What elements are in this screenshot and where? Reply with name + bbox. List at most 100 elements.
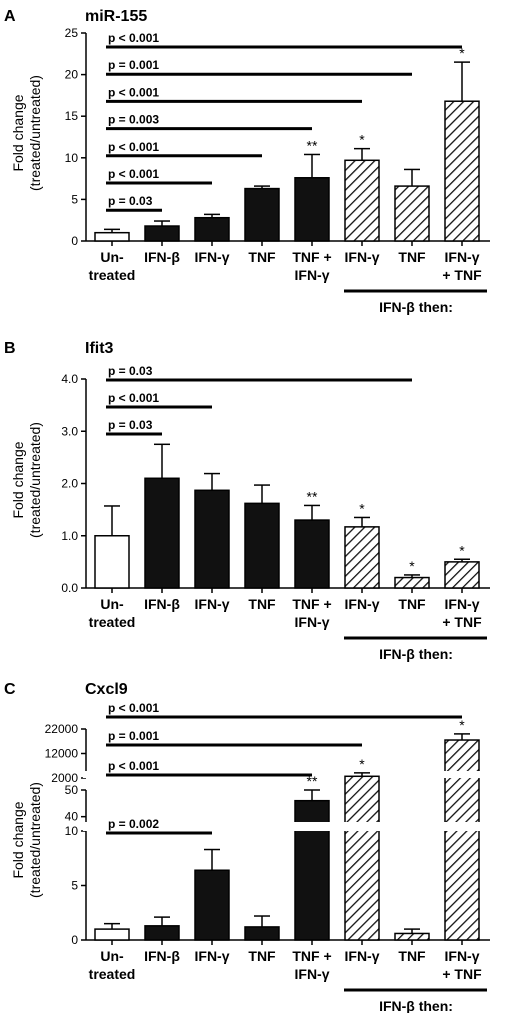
- svg-text:(treated/untreated): (treated/untreated): [27, 75, 43, 191]
- axis-break-gap: [444, 771, 480, 778]
- axis-break-gap: [83, 822, 89, 831]
- x-tick-label: IFN-γ: [445, 948, 480, 964]
- x-tick-label: Un-: [100, 249, 124, 265]
- bar: [144, 925, 180, 941]
- x-tick-label: + TNF: [442, 614, 482, 630]
- bar: [194, 489, 230, 589]
- p-value-label: p = 0.002: [108, 817, 159, 831]
- x-tick-label: TNF: [248, 249, 276, 265]
- y-tick-label: 2.0: [61, 477, 78, 491]
- bar: [244, 187, 280, 242]
- x-tick-label: TNF +: [292, 596, 331, 612]
- x-tick-label: TNF: [248, 948, 276, 964]
- p-value-label: p = 0.001: [108, 58, 159, 72]
- x-tick-label: IFN-γ: [295, 966, 330, 982]
- significance-star: *: [459, 542, 465, 558]
- x-tick-label: TNF: [398, 596, 426, 612]
- x-tick-label: TNF +: [292, 249, 331, 265]
- bar: [394, 185, 430, 242]
- p-value-label: p < 0.001: [108, 85, 159, 99]
- panel-letter-c: C: [4, 681, 16, 698]
- x-tick-label: IFN-β: [144, 948, 180, 964]
- y-tick-label: 40: [65, 810, 79, 824]
- y-tick-label: 5: [71, 192, 78, 206]
- significance-star: *: [359, 756, 365, 772]
- p-value-label: p < 0.001: [108, 701, 159, 715]
- panel-letter-a: A: [4, 8, 16, 25]
- panel-a-title: miR-155: [85, 8, 147, 25]
- bar: [244, 502, 280, 589]
- bar: [344, 159, 380, 242]
- bar: [344, 775, 380, 941]
- svg-text:(treated/untreated): (treated/untreated): [27, 782, 43, 898]
- bar: [294, 799, 330, 941]
- bar: [94, 535, 130, 589]
- y-tick-label: 20: [65, 68, 79, 82]
- p-value-label: p = 0.001: [108, 729, 159, 743]
- y-tick-label: 25: [65, 26, 79, 40]
- panel-b-y-title: Fold change (treated/untreated): [10, 422, 43, 538]
- panel-c-title: Cxcl9: [85, 681, 128, 698]
- y-tick-label: 2000: [51, 771, 78, 785]
- group-label: IFN-β then:: [379, 998, 453, 1013]
- bar: [244, 926, 280, 941]
- bar: [194, 216, 230, 242]
- x-tick-label: treated: [89, 966, 136, 982]
- p-value-label: p < 0.001: [108, 759, 159, 773]
- x-tick-label: treated: [89, 267, 136, 283]
- x-tick-label: IFN-γ: [445, 596, 480, 612]
- x-tick-label: IFN-β: [144, 596, 180, 612]
- significance-star: *: [409, 558, 415, 574]
- x-tick-label: TNF: [248, 596, 276, 612]
- bar: [394, 932, 430, 941]
- panel-letter-b: B: [4, 340, 16, 357]
- x-tick-label: IFN-γ: [195, 596, 230, 612]
- bar: [94, 928, 130, 941]
- bar: [294, 177, 330, 242]
- bar: [144, 477, 180, 589]
- significance-star: *: [459, 717, 465, 733]
- bar: [294, 519, 330, 589]
- x-tick-label: + TNF: [442, 267, 482, 283]
- x-tick-label: Un-: [100, 948, 124, 964]
- axis-break-gap: [344, 822, 380, 831]
- x-tick-label: IFN-γ: [195, 249, 230, 265]
- significance-star: **: [307, 488, 318, 504]
- axis-break-gap: [444, 822, 480, 831]
- x-tick-label: IFN-γ: [345, 948, 380, 964]
- x-tick-label: treated: [89, 614, 136, 630]
- bar: [94, 231, 130, 242]
- svg-text:Fold change: Fold change: [10, 801, 26, 878]
- bar: [444, 561, 480, 589]
- x-tick-label: IFN-γ: [345, 596, 380, 612]
- panel-a-y-title: Fold change (treated/untreated): [10, 75, 43, 191]
- p-value-label: p = 0.03: [108, 194, 153, 208]
- x-tick-label: + TNF: [442, 966, 482, 982]
- x-tick-label: IFN-γ: [295, 614, 330, 630]
- bar: [444, 100, 480, 242]
- x-tick-label: Un-: [100, 596, 124, 612]
- y-tick-label: 4.0: [61, 372, 78, 386]
- y-tick-label: 50: [65, 783, 79, 797]
- y-tick-label: 10: [65, 151, 79, 165]
- p-value-label: p < 0.001: [108, 167, 159, 181]
- significance-star: **: [307, 773, 318, 789]
- x-tick-label: IFN-γ: [445, 249, 480, 265]
- y-tick-label: 15: [65, 109, 79, 123]
- p-value-label: p = 0.03: [108, 364, 153, 378]
- y-tick-label: 3.0: [61, 424, 78, 438]
- significance-star: **: [307, 137, 318, 153]
- bar: [444, 739, 480, 941]
- y-tick-label: 0: [71, 234, 78, 248]
- x-tick-label: IFN-γ: [345, 249, 380, 265]
- x-tick-label: IFN-γ: [295, 267, 330, 283]
- y-tick-label: 22000: [45, 722, 79, 736]
- x-tick-label: IFN-β: [144, 249, 180, 265]
- bar: [194, 869, 230, 941]
- x-tick-label: IFN-γ: [195, 948, 230, 964]
- axis-break-gap: [83, 771, 89, 778]
- significance-star: *: [359, 132, 365, 148]
- y-tick-label: 5: [71, 879, 78, 893]
